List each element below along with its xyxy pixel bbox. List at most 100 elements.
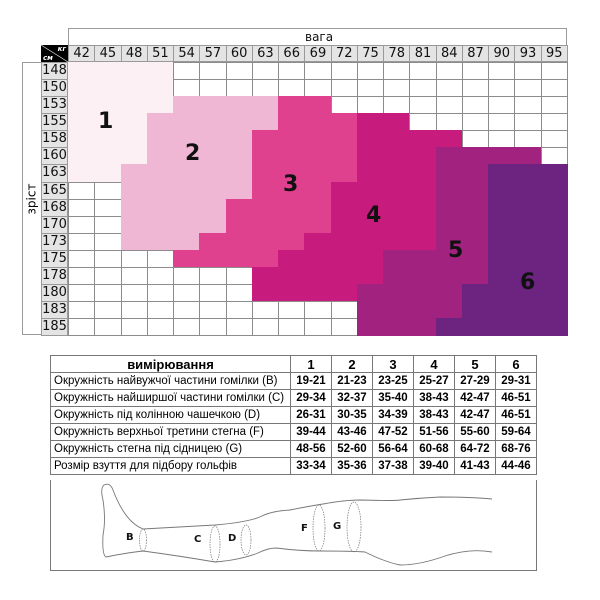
size-zone-6-cell xyxy=(488,266,516,285)
size-zone-6-cell xyxy=(488,249,516,268)
size-zone-4-cell xyxy=(383,232,411,251)
size-zone-5-cell xyxy=(409,249,437,268)
size-zone-6-cell xyxy=(514,198,542,217)
weight-header-cell: 66 xyxy=(278,45,306,62)
size-zone-2-cell xyxy=(225,130,253,149)
measurement-label: Окружність найширшої частини гомілки (C) xyxy=(50,389,291,407)
size-zone-3-cell xyxy=(251,181,279,200)
size-zone-2-cell xyxy=(199,164,227,183)
size-zone-3-cell xyxy=(304,96,332,115)
weight-header-cell: 69 xyxy=(304,45,332,62)
size-zone-2-cell xyxy=(173,130,201,149)
size-zone-label: 3 xyxy=(283,172,299,197)
size-zone-5-cell xyxy=(409,284,437,302)
size-zone-4-cell xyxy=(251,284,279,302)
size-zone-4-cell xyxy=(330,232,358,251)
weight-header-cell: 75 xyxy=(356,45,385,62)
size-zone-3-cell xyxy=(251,164,279,183)
size-zone-4-cell xyxy=(383,113,411,132)
size-zone-4-cell xyxy=(383,198,411,217)
weight-header-cell: 60 xyxy=(225,45,253,62)
size-zone-6-cell xyxy=(540,232,568,251)
size-zone-1-cell xyxy=(94,113,122,132)
height-header-cell: 163 xyxy=(41,164,68,183)
size-zone-2-cell xyxy=(199,130,227,149)
size-zone-6-cell xyxy=(488,198,516,217)
weight-header-cell: 95 xyxy=(540,45,568,62)
size-zone-2-cell xyxy=(199,147,227,166)
weight-header-cell: 42 xyxy=(68,45,96,62)
label-c: C xyxy=(194,534,201,545)
weight-header-cell: 57 xyxy=(199,45,227,62)
size-zone-5-cell xyxy=(435,198,463,217)
size-zone-3-cell xyxy=(278,130,306,149)
measurement-value: 43-46 xyxy=(331,423,373,441)
ring-d-icon xyxy=(240,524,252,556)
height-header-cell: 160 xyxy=(41,147,68,166)
measurement-value: 52-60 xyxy=(331,440,373,458)
measurement-value: 38-43 xyxy=(413,389,455,407)
size-zone-2-cell xyxy=(199,96,227,115)
size-zone-3-cell xyxy=(251,249,279,268)
weight-header-cell: 87 xyxy=(461,45,490,62)
size-zone-4-cell xyxy=(278,266,306,285)
size-zone-1-cell xyxy=(120,130,148,149)
size-zone-4-cell xyxy=(278,284,306,302)
size-zone-4-cell xyxy=(356,198,384,217)
size-zone-6-cell xyxy=(514,181,542,200)
size-zone-4-cell xyxy=(330,181,358,200)
size-zone-6-cell xyxy=(488,232,516,251)
size-zone-2-cell xyxy=(173,215,201,234)
measurement-value: 55-60 xyxy=(454,423,496,441)
size-zone-6-cell xyxy=(488,181,516,200)
size-zone-3-cell xyxy=(278,96,306,115)
size-zone-1-cell xyxy=(94,62,122,80)
size-zone-6-cell xyxy=(514,266,542,285)
measure-rings xyxy=(139,501,362,563)
size-zone-5-cell xyxy=(435,301,463,319)
size-zone-3-cell xyxy=(304,198,332,217)
unit-kg: кг xyxy=(57,45,66,53)
weight-axis-label: вага xyxy=(68,28,567,45)
size-zone-5-cell xyxy=(409,301,437,319)
size-zone-2-cell xyxy=(146,164,174,183)
size-zone-5-cell xyxy=(383,249,411,268)
size-zone-1-cell xyxy=(68,164,96,183)
height-header-cell: 185 xyxy=(41,318,68,337)
weight-header-cell: 51 xyxy=(146,45,175,62)
size-zone-1-cell xyxy=(146,96,174,115)
size-zone-3-cell xyxy=(278,113,306,132)
measurement-label: Окружність найвужчої частини гомілки (B) xyxy=(50,372,291,390)
size-zone-4-cell xyxy=(383,164,411,183)
weight-header-cell: 81 xyxy=(409,45,437,62)
size-zone-3-cell xyxy=(304,130,332,149)
size-zone-1-cell xyxy=(120,96,148,115)
size-zone-3-cell xyxy=(278,232,306,251)
size-zone-6-cell xyxy=(488,215,516,234)
size-zone-1-cell xyxy=(146,62,174,80)
weight-header-cell: 84 xyxy=(435,45,463,62)
size-zone-6-cell xyxy=(514,232,542,251)
size-zone-5-cell xyxy=(461,147,489,166)
weight-header-cell: 54 xyxy=(173,45,201,62)
size-zone-6-cell xyxy=(514,318,542,337)
size-zone-6-cell xyxy=(461,318,489,337)
size-zone-4-cell xyxy=(356,181,384,200)
size-zone-3-cell xyxy=(251,198,279,217)
size-zone-4-cell xyxy=(278,249,306,268)
size-zone-3-cell xyxy=(199,249,227,268)
height-axis-box xyxy=(22,62,41,335)
size-zone-4-cell xyxy=(304,266,332,285)
size-zone-1-cell xyxy=(94,79,122,97)
height-header-cell: 148 xyxy=(41,62,68,81)
size-zone-2-cell xyxy=(146,147,174,166)
size-zone-3-cell xyxy=(330,113,358,132)
size-zone-5-cell xyxy=(435,164,463,183)
size-zone-4-cell xyxy=(409,232,437,251)
size-zone-3-cell xyxy=(251,147,279,166)
size-zone-5-cell xyxy=(461,198,489,217)
size-zone-3-cell xyxy=(278,147,306,166)
size-zone-2-cell xyxy=(251,113,279,132)
